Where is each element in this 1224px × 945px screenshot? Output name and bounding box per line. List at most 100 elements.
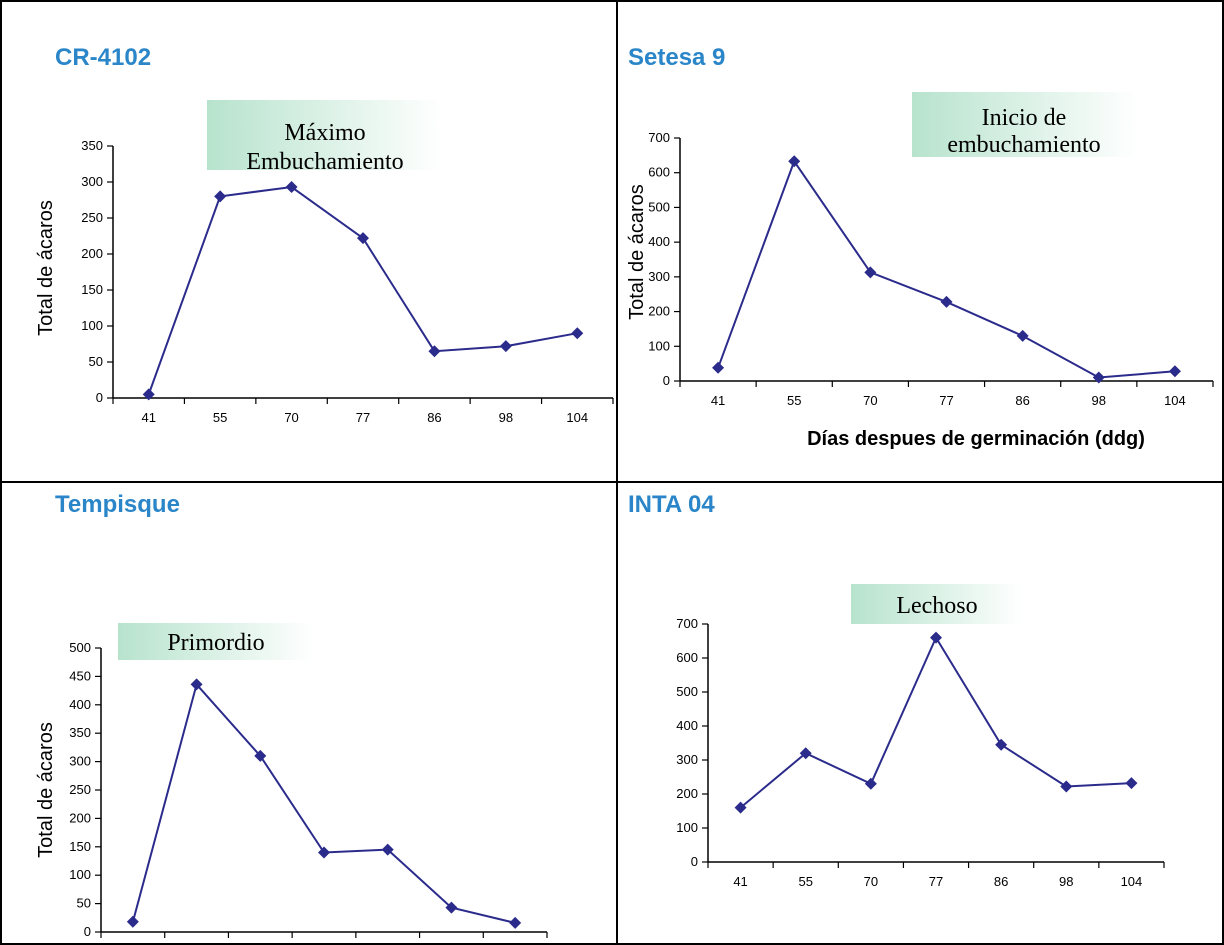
data-point xyxy=(1092,371,1105,384)
data-point xyxy=(1016,329,1029,342)
data-point xyxy=(864,266,877,279)
panel-title: Setesa 9 xyxy=(628,44,725,71)
data-point xyxy=(499,340,512,353)
y-tick-label: 150 xyxy=(81,282,103,297)
panel-title: Tempisque xyxy=(55,491,180,518)
y-tick-label: 700 xyxy=(676,616,698,631)
data-point xyxy=(995,738,1008,751)
y-tick-label: 400 xyxy=(676,718,698,733)
data-point xyxy=(445,901,458,914)
y-tick-label: 350 xyxy=(69,725,91,740)
stage-label-box xyxy=(118,623,314,660)
y-tick-label: 600 xyxy=(648,165,670,180)
data-point xyxy=(1125,777,1138,790)
y-tick-label: 500 xyxy=(69,640,91,655)
x-tick-label: 55 xyxy=(798,874,812,889)
y-tick-label: 0 xyxy=(691,854,698,869)
data-point xyxy=(571,327,584,340)
x-tick-label: 41 xyxy=(733,874,747,889)
y-tick-label: 350 xyxy=(81,138,103,153)
x-axis-label: Días despues de germinación (ddg) xyxy=(807,428,1145,450)
series-line xyxy=(717,159,1175,379)
x-tick-label: 55 xyxy=(787,393,801,408)
y-tick-label: 100 xyxy=(69,867,91,882)
stage-label-box xyxy=(207,100,442,170)
x-tick-label: 70 xyxy=(284,410,298,425)
y-tick-label: 250 xyxy=(69,782,91,797)
x-tick-label: 104 xyxy=(1121,874,1143,889)
y-tick-label: 50 xyxy=(77,896,91,911)
data-point xyxy=(214,190,227,203)
data-point xyxy=(509,916,522,929)
x-tick-label: 98 xyxy=(1059,874,1073,889)
y-tick-label: 200 xyxy=(648,304,670,319)
chart-panel-4: INTA 04 0 100 200 300 400 500 600 700 41 55 70 77 86 9… xyxy=(628,491,1165,889)
y-tick-label: 0 xyxy=(96,390,103,405)
y-tick-label: 200 xyxy=(69,810,91,825)
y-tick-label: 300 xyxy=(69,754,91,769)
stage-label: Embuchamiento xyxy=(246,149,403,175)
stage-label: embuchamiento xyxy=(947,132,1100,158)
x-tick-label: 86 xyxy=(1015,393,1029,408)
data-point xyxy=(285,181,298,194)
x-tick-label: 98 xyxy=(499,410,513,425)
data-point xyxy=(930,631,942,644)
y-tick-label: 500 xyxy=(648,199,670,214)
series-line xyxy=(147,185,578,395)
y-axis-label: Total de ácaros xyxy=(35,200,57,336)
data-point xyxy=(1060,780,1073,793)
x-tick-label: 86 xyxy=(427,410,441,425)
y-tick-label: 100 xyxy=(648,338,670,353)
series-line xyxy=(739,635,1132,809)
stage-label-box xyxy=(851,584,1023,624)
stage-label: Lechoso xyxy=(896,593,977,619)
chart-panel-2: Setesa 9 0 100 200 300 400 500 600 700 41 55 70 77 86… xyxy=(626,44,1214,450)
x-tick-label: 70 xyxy=(863,393,877,408)
x-tick-label: 104 xyxy=(1164,393,1186,408)
data-point xyxy=(864,777,877,790)
data-point xyxy=(712,361,725,374)
x-tick-label: 104 xyxy=(566,410,588,425)
data-point xyxy=(318,846,330,859)
x-tick-label: 77 xyxy=(939,393,953,408)
y-tick-label: 500 xyxy=(676,684,698,699)
stage-label: Inicio de xyxy=(982,105,1067,131)
y-tick-label: 300 xyxy=(81,174,103,189)
data-point xyxy=(1168,365,1181,378)
y-tick-label: 400 xyxy=(648,234,670,249)
data-point xyxy=(357,232,369,245)
y-tick-label: 0 xyxy=(84,924,91,939)
x-tick-label: 77 xyxy=(356,410,370,425)
data-point xyxy=(799,747,812,760)
chart-panel-3: Tempisque0501001502002503003504004505004… xyxy=(35,491,548,945)
stage-label-box xyxy=(912,92,1138,157)
x-tick-label: 70 xyxy=(864,874,878,889)
series-line xyxy=(131,682,516,924)
y-tick-label: 100 xyxy=(81,318,103,333)
y-tick-label: 200 xyxy=(81,246,103,261)
y-tick-label: 150 xyxy=(69,839,91,854)
y-tick-label: 700 xyxy=(648,130,670,145)
y-tick-label: 300 xyxy=(676,752,698,767)
data-point xyxy=(734,801,747,814)
x-tick-label: 41 xyxy=(711,393,725,408)
y-tick-label: 0 xyxy=(663,373,670,388)
data-point xyxy=(142,388,155,401)
y-tick-label: 200 xyxy=(676,786,698,801)
data-point xyxy=(428,345,441,358)
data-point xyxy=(126,915,139,928)
panel-title: CR-4102 xyxy=(55,44,151,71)
x-tick-label: 86 xyxy=(994,874,1008,889)
y-tick-label: 100 xyxy=(676,820,698,835)
data-point xyxy=(381,843,394,856)
panel-title: INTA 04 xyxy=(628,491,715,518)
stage-label: Primordio xyxy=(167,630,264,656)
y-tick-label: 300 xyxy=(648,269,670,284)
x-tick-label: 98 xyxy=(1092,393,1106,408)
y-tick-label: 600 xyxy=(676,650,698,665)
data-point xyxy=(190,678,203,691)
